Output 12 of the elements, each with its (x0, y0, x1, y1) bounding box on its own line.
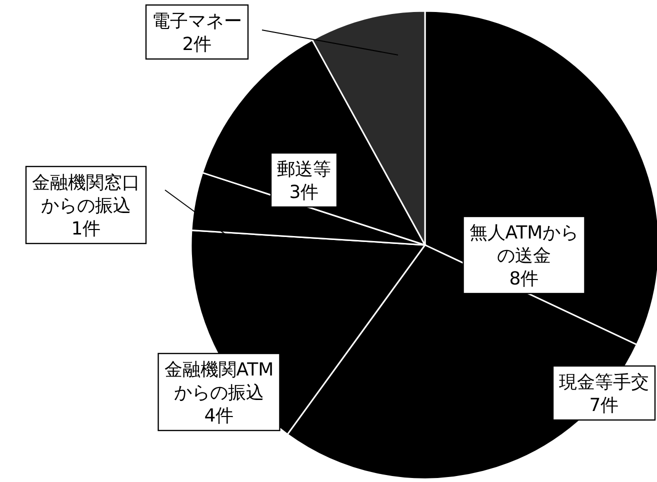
data-label: 3件 (289, 182, 319, 203)
slice-label: 金融機関ATMからの振込 (164, 359, 274, 404)
data-label: 7件 (589, 394, 619, 416)
data-label: 8件 (509, 268, 539, 290)
slice-label: 金融機関窓口からの振込 (32, 172, 140, 216)
data-label: 1件 (71, 218, 101, 240)
slice-label: 郵送等 (277, 158, 331, 180)
data-label: 4件 (204, 405, 234, 426)
slice-label: 無人ATMからの送金 (469, 222, 579, 266)
data-label: 2件 (182, 34, 212, 55)
slice-label: 電子マネー (152, 10, 242, 32)
slice-label: 現金等手交 (559, 372, 649, 393)
